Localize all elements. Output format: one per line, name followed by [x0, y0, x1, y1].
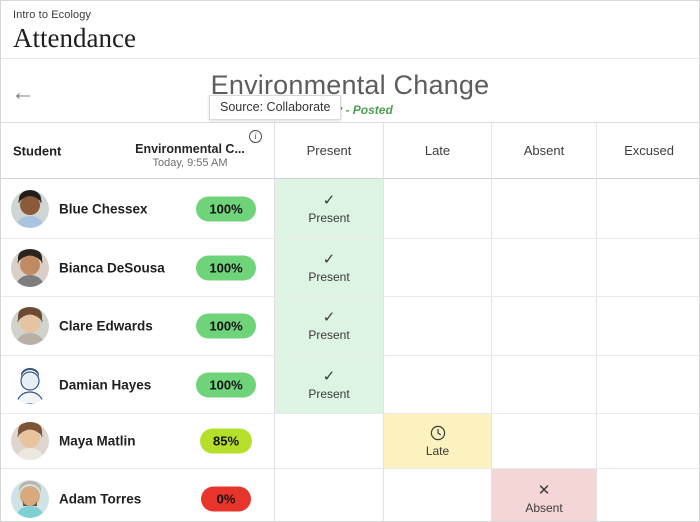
column-header-absent: Absent — [491, 123, 596, 179]
table-row: Blue Chessex 100% ✓ Present — [1, 179, 699, 239]
avatar — [11, 248, 49, 287]
clock-icon — [430, 425, 446, 441]
student-name: Maya Matlin — [59, 433, 136, 449]
attendance-score-badge: 85% — [199, 428, 253, 454]
late-cell[interactable] — [383, 179, 491, 239]
late-cell[interactable] — [383, 356, 491, 414]
check-icon: ✓ — [322, 191, 336, 209]
student-name: Damian Hayes — [59, 377, 152, 392]
meeting-status-sep: - — [342, 103, 353, 117]
meeting-column-header: i Environmental C... Today, 9:55 AM — [112, 126, 268, 169]
attendance-score-badge: 0% — [201, 486, 251, 511]
table-row: Maya Matlin 85% Late — [1, 414, 699, 469]
meeting-posted-status: Posted — [352, 103, 393, 117]
student-cell: Clare Edwards 100% — [1, 297, 274, 356]
status-label: Late — [425, 443, 450, 458]
page-title: Attendance — [13, 23, 136, 53]
info-icon[interactable]: i — [249, 130, 262, 143]
table-row: Damian Hayes 100% ✓ Present — [1, 356, 699, 414]
table-row: Adam Torres 0% ✕ Absent — [1, 469, 699, 521]
avatar — [11, 479, 49, 518]
student-name: Clare Edwards — [59, 318, 153, 334]
student-name: Blue Chessex — [59, 201, 148, 216]
attendance-score-badge: 100% — [196, 196, 256, 221]
status-label: Present — [308, 269, 350, 284]
absent-cell[interactable] — [491, 414, 596, 469]
check-icon: ✓ — [322, 250, 336, 268]
present-cell[interactable] — [274, 469, 383, 521]
attendance-score-badge: 100% — [196, 372, 256, 397]
excused-cell[interactable] — [596, 239, 699, 297]
absent-cell[interactable]: ✕ Absent — [491, 469, 596, 521]
page-header: Intro to Ecology Attendance — [1, 1, 699, 59]
table-row: Clare Edwards 100% ✓ Present — [1, 297, 699, 356]
column-header-present: Present — [274, 123, 383, 179]
student-cell: Maya Matlin 85% — [1, 414, 274, 469]
absent-cell[interactable] — [491, 179, 596, 239]
avatar — [11, 422, 49, 460]
meeting-header: Environmental Change Today - Posted — [1, 70, 699, 117]
student-column-header: Student — [13, 143, 62, 158]
absent-cell[interactable] — [491, 297, 596, 356]
avatar — [11, 189, 49, 228]
absent-cell[interactable] — [491, 356, 596, 414]
student-cell: Blue Chessex 100% — [1, 179, 274, 239]
meeting-column-subtitle: Today, 9:55 AM — [152, 157, 228, 169]
present-cell[interactable]: ✓ Present — [274, 179, 383, 239]
student-name: Bianca DeSousa — [59, 260, 165, 275]
status-label: Present — [308, 210, 350, 225]
meeting-title: Environmental Change — [210, 70, 490, 100]
absent-cell[interactable] — [491, 239, 596, 297]
avatar — [11, 307, 49, 345]
excused-cell[interactable] — [596, 356, 699, 414]
present-cell[interactable] — [274, 414, 383, 469]
x-icon: ✕ — [537, 481, 551, 499]
student-cell: Bianca DeSousa 100% — [1, 239, 274, 297]
check-icon: ✓ — [322, 367, 336, 385]
attendance-score-badge: 100% — [196, 255, 256, 280]
present-cell[interactable]: ✓ Present — [274, 239, 383, 297]
late-cell[interactable]: Late — [383, 414, 491, 469]
late-cell[interactable] — [383, 297, 491, 356]
status-label: Present — [308, 328, 350, 342]
excused-cell[interactable] — [596, 469, 699, 521]
student-name: Adam Torres — [59, 491, 142, 506]
meeting-column-title: Environmental C... — [135, 142, 245, 156]
late-cell[interactable] — [383, 469, 491, 521]
column-header-late: Late — [383, 123, 491, 179]
present-cell[interactable]: ✓ Present — [274, 297, 383, 356]
status-label: Absent — [525, 500, 563, 515]
late-cell[interactable] — [383, 239, 491, 297]
meeting-subtitle: Today - Posted — [1, 103, 699, 117]
avatar — [11, 365, 49, 404]
attendance-score-badge: 100% — [196, 313, 256, 339]
excused-cell[interactable] — [596, 297, 699, 356]
excused-cell[interactable] — [596, 414, 699, 469]
present-cell[interactable]: ✓ Present — [274, 356, 383, 414]
student-cell: Adam Torres 0% — [1, 469, 274, 521]
meeting-toolbar: ← Environmental Change Today - Posted — [1, 59, 699, 123]
source-tooltip: Source: Collaborate — [209, 95, 342, 120]
back-arrow-icon[interactable]: ← — [11, 79, 43, 107]
breadcrumb-course: Intro to Ecology — [13, 9, 92, 21]
column-header-excused: Excused — [596, 123, 699, 179]
status-label: Present — [308, 386, 350, 401]
excused-cell[interactable] — [596, 179, 699, 239]
student-header-cell: Student i Environmental C... Today, 9:55… — [1, 123, 274, 179]
table-header-row: Student i Environmental C... Today, 9:55… — [1, 123, 699, 179]
table-row: Bianca DeSousa 100% ✓ Present — [1, 239, 699, 297]
check-icon: ✓ — [322, 309, 336, 326]
student-cell: Damian Hayes 100% — [1, 356, 274, 414]
